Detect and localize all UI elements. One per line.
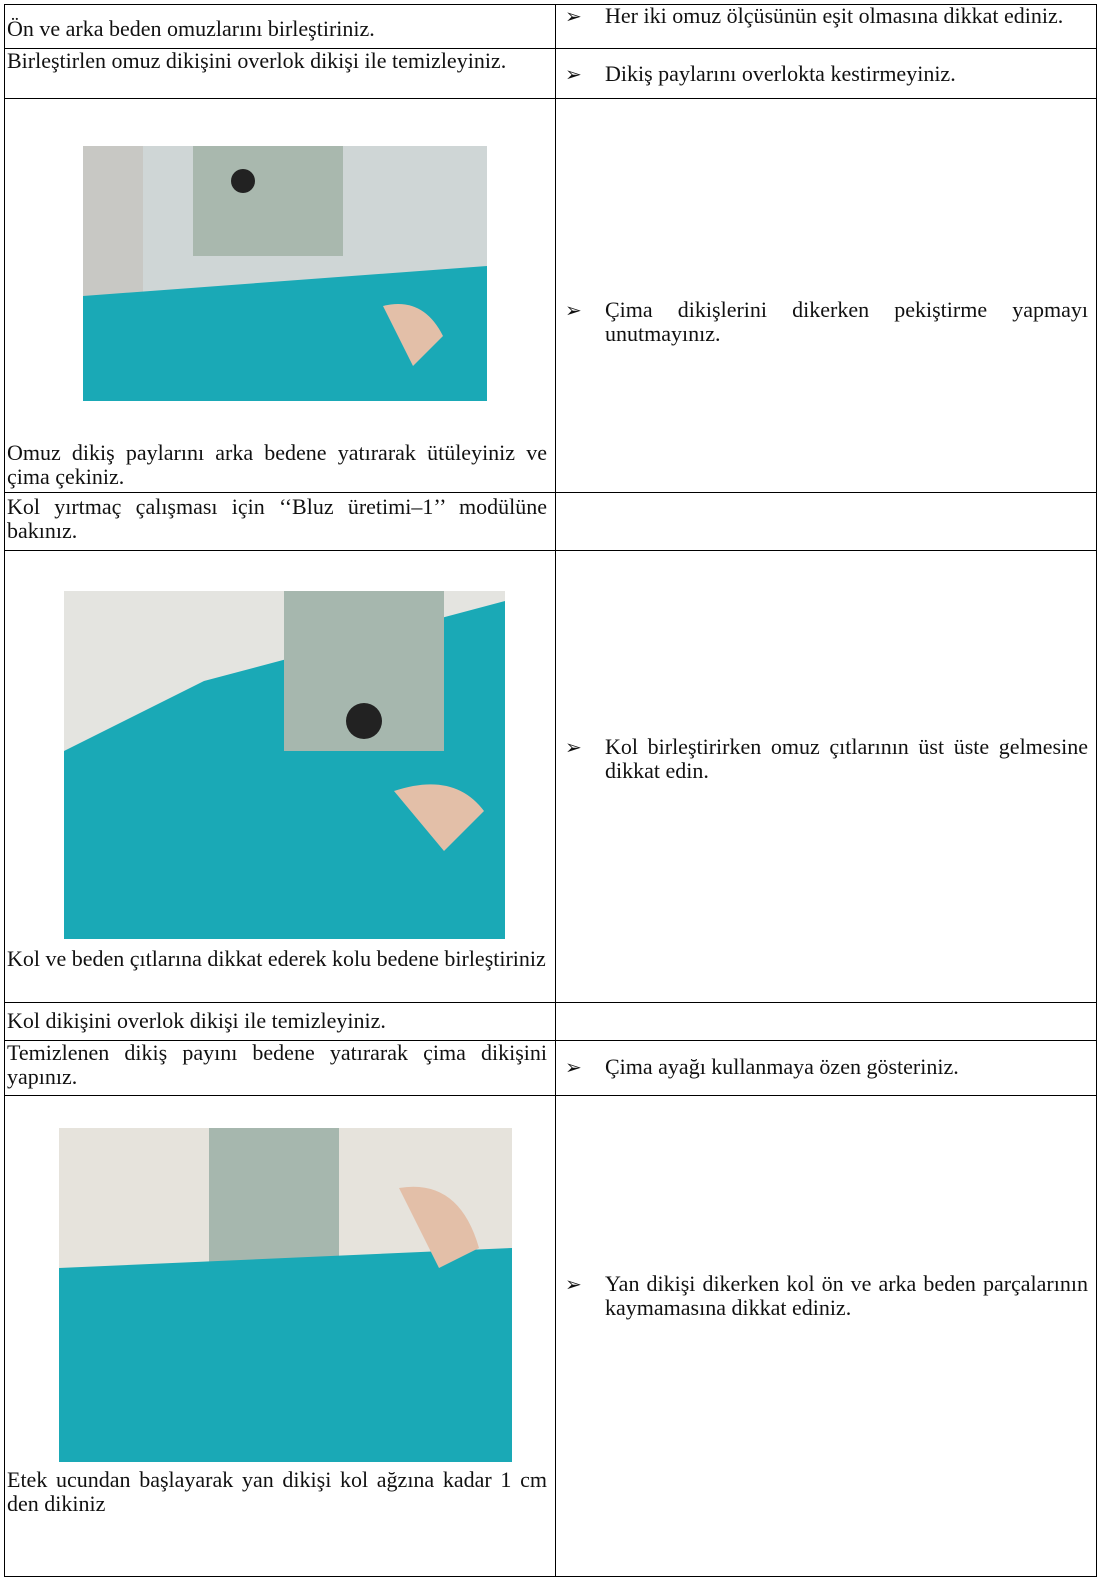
photo — [83, 146, 487, 401]
table-row: Birleştirlen omuz dikişini overlok dikiş… — [5, 49, 1096, 99]
tip: Her iki omuz ölçüsünün eşit olmasına dik… — [605, 3, 1064, 28]
tip: Dikiş paylarını overlokta kestirmeyiniz. — [605, 61, 956, 86]
instruction: Ön ve arka beden omuzlarını birleştirini… — [7, 16, 375, 41]
instruction: Kol dikişini overlok dikişi ile temizley… — [7, 1008, 386, 1033]
instruction: Kol yırtmaç çalışması için ‘‘Bluz üretim… — [7, 494, 547, 543]
instruction: Temizlenen dikiş payını bedene yatırarak… — [7, 1040, 547, 1089]
instruction: Etek ucundan başlayarak yan dikişi kol a… — [7, 1467, 547, 1516]
tip: Yan dikişi dikerken kol ön ve arka beden… — [605, 1271, 1088, 1320]
instruction: Birleştirlen omuz dikişini overlok dikiş… — [7, 48, 507, 73]
table-row: Kol dikişini overlok dikişi ile temizley… — [5, 1003, 1096, 1041]
tip: Çima ayağı kullanmaya özen gösteriniz. — [605, 1054, 959, 1079]
table-row: Kol yırtmaç çalışması için ‘‘Bluz üretim… — [5, 493, 1096, 551]
table: Ön ve arka beden omuzlarını birleştirini… — [4, 4, 1097, 1577]
photo — [64, 591, 505, 939]
instruction: Omuz dikiş paylarını arka bedene yatırar… — [7, 440, 547, 489]
table-row: Ön ve arka beden omuzlarını birleştirini… — [5, 3, 1096, 49]
photo — [59, 1128, 512, 1462]
table-row: Temizlenen dikiş payını bedene yatırarak… — [5, 1041, 1096, 1096]
tip: Çima dikişlerini dikerken pekiştirme yap… — [605, 297, 1088, 346]
table-row: Kol ve beden çıtlarına dikkat ederek kol… — [5, 551, 1096, 1003]
table-row: Omuz dikiş paylarını arka bedene yatırar… — [5, 99, 1096, 493]
table-row: Etek ucundan başlayarak yan dikişi kol a… — [5, 1096, 1096, 1576]
tip: Kol birleştirirken omuz çıtlarının üst ü… — [605, 734, 1088, 783]
instruction: Kol ve beden çıtlarına dikkat ederek kol… — [7, 946, 546, 971]
